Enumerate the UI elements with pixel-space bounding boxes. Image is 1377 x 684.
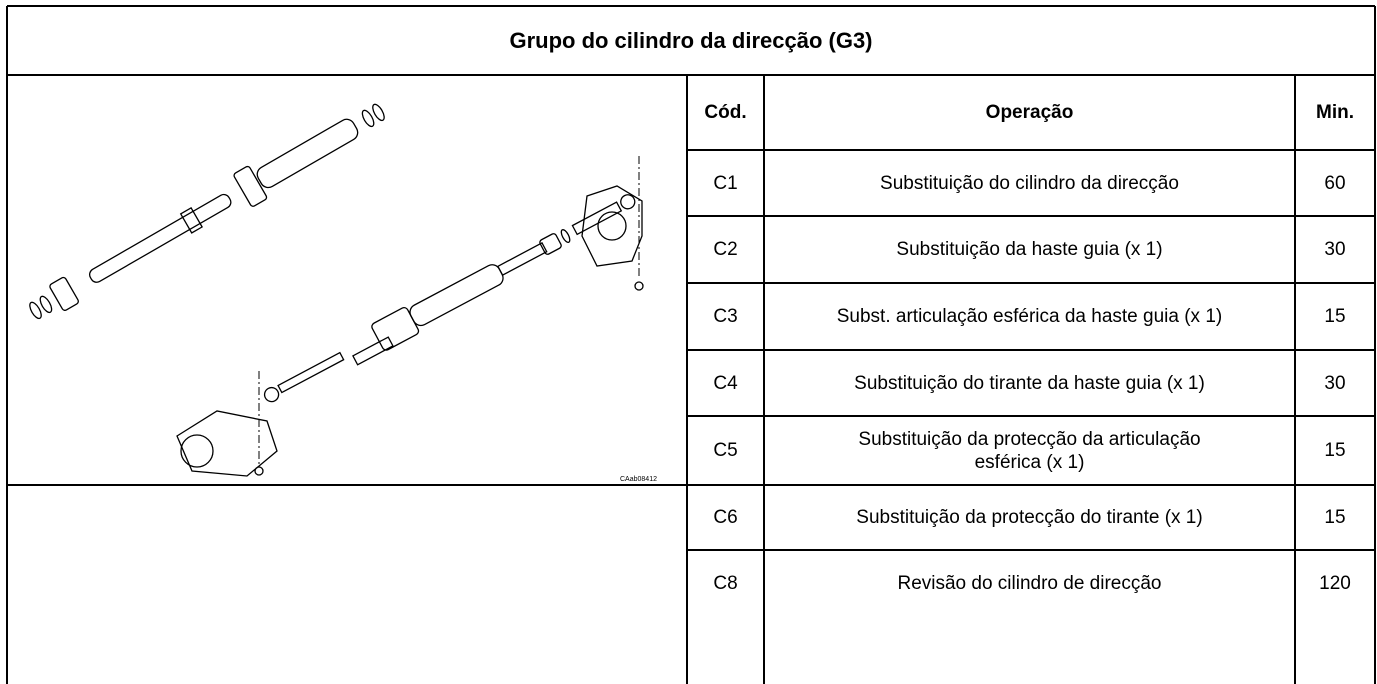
column-header: Min. — [1316, 102, 1354, 123]
operation-cell: Substituição do tirante da haste guia (x… — [854, 372, 1205, 394]
minutes-cell: 120 — [1319, 573, 1351, 594]
code-cell: C8 — [713, 573, 738, 594]
operation-cell: Subst. articulação esférica da haste gui… — [836, 306, 1223, 327]
column-header: Cód. — [704, 102, 747, 123]
code-cell: C5 — [713, 440, 738, 461]
operation-cell: Substituição da protecção do tirante (x … — [856, 507, 1203, 528]
minutes-cell: 15 — [1324, 440, 1346, 461]
code-cell: C2 — [713, 239, 738, 260]
column-header: Operação — [985, 102, 1074, 123]
operation-cell: Substituição do cilindro da direcção — [880, 172, 1179, 194]
operation-cell: Substituição da protecção da articulação… — [858, 428, 1201, 473]
minutes-cell: 15 — [1324, 306, 1346, 327]
parts-drawing — [29, 103, 644, 477]
code-cell: C6 — [713, 507, 738, 528]
minutes-cell: 30 — [1324, 239, 1346, 260]
minutes-cell: 30 — [1324, 372, 1346, 394]
title: Grupo do cilindro da direcção (G3) — [509, 28, 873, 53]
minutes-cell: 15 — [1324, 507, 1346, 528]
minutes-cell: 60 — [1324, 172, 1346, 194]
code-cell: C1 — [713, 172, 738, 194]
code-cell: C4 — [713, 372, 738, 394]
image-caption: CAab08412 — [620, 476, 657, 483]
operation-cell: Substituição da haste guia (x 1) — [896, 239, 1163, 260]
operation-cell: Revisão do cilindro de direcção — [897, 573, 1162, 594]
code-cell: C3 — [713, 306, 738, 327]
